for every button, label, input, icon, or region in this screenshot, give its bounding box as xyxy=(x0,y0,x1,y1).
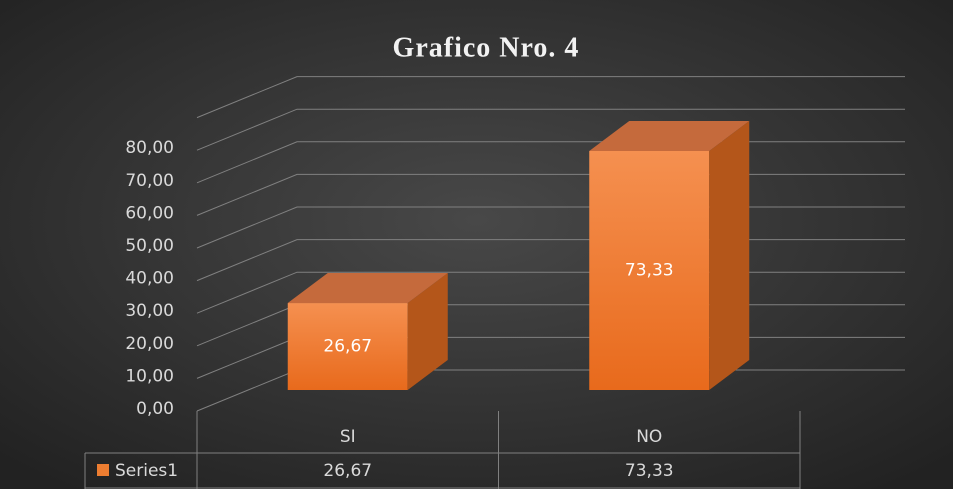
legend-swatch xyxy=(97,464,109,476)
bar-side xyxy=(709,120,750,390)
y-tick-label: 70,00 xyxy=(125,171,174,191)
table-value: 73,33 xyxy=(625,461,674,481)
grid-line xyxy=(196,108,905,151)
legend-entry: Series1 xyxy=(115,461,178,481)
x-tick-label: SI xyxy=(340,427,356,447)
data-label: 26,67 xyxy=(323,337,372,357)
chart-title: Grafico Nro. 4 xyxy=(393,32,580,63)
y-tick-label: 0,00 xyxy=(136,399,174,419)
y-tick-label: 30,00 xyxy=(125,301,174,321)
y-tick-label: 50,00 xyxy=(125,236,174,256)
y-tick-label: 20,00 xyxy=(125,334,174,354)
table-value: 26,67 xyxy=(323,461,372,481)
bar-top xyxy=(287,273,448,304)
bar xyxy=(589,150,710,390)
y-tick-label: 60,00 xyxy=(125,203,174,223)
bar xyxy=(287,303,408,390)
axis-top-line xyxy=(196,76,905,119)
bar-side xyxy=(407,273,448,390)
bar-top xyxy=(589,120,750,151)
y-tick-label: 10,00 xyxy=(125,366,174,386)
data-label: 73,33 xyxy=(625,260,674,280)
x-tick-label: NO xyxy=(636,427,662,447)
y-tick-label: 40,00 xyxy=(125,269,174,289)
y-tick-label: 80,00 xyxy=(125,138,174,158)
